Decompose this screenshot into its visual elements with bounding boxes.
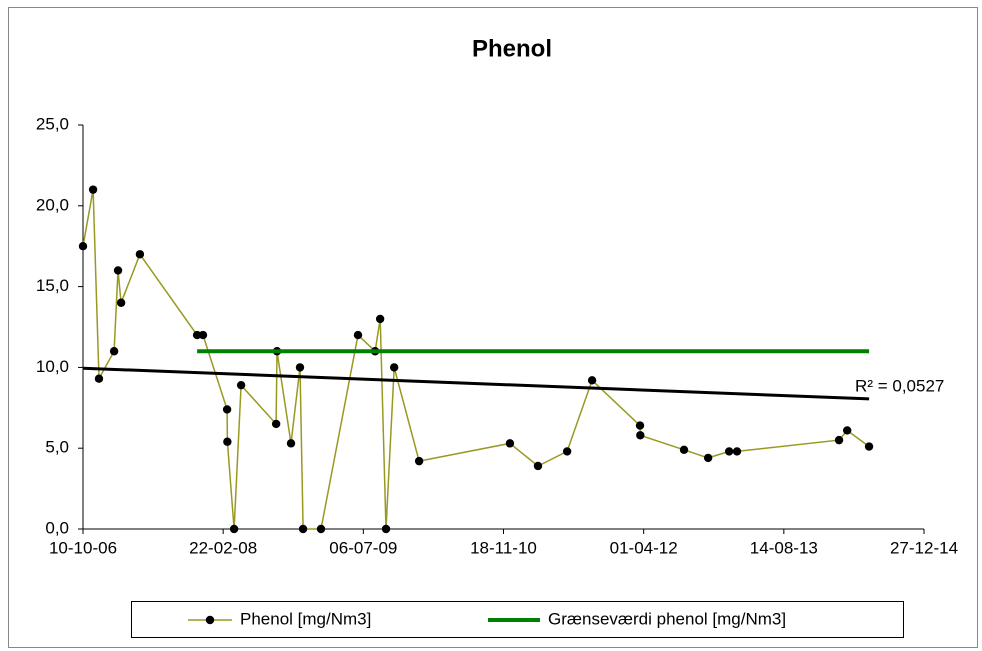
data-point [505,439,515,448]
y-tick-label: 0,0 [45,518,69,537]
data-point [116,298,126,307]
data-point [414,456,424,466]
data-point [222,405,232,414]
legend-label: Phenol [mg/Nm3] [240,609,371,628]
data-point [724,447,734,456]
data-point [229,524,239,534]
data-point [587,376,597,385]
data-point [298,524,308,534]
y-tick-label: 20,0 [36,195,69,214]
x-tick-label: 06-07-09 [329,538,397,557]
data-point [732,447,742,456]
x-tick-label: 22-02-08 [189,538,257,557]
y-tick-label: 10,0 [36,357,69,376]
x-tick-label: 18-11-10 [470,538,537,557]
data-point [375,314,385,324]
data-point [635,421,645,430]
x-tick-label: 27-12-14 [890,538,958,557]
data-point [834,435,844,445]
chart-frame [8,7,978,648]
data-point [316,524,326,534]
legend-label: Grænseværdi phenol [mg/Nm3] [548,609,786,628]
data-point [533,461,543,471]
data-point [88,185,98,194]
x-tick-label: 01-04-12 [610,538,678,557]
y-tick-label: 5,0 [45,438,69,457]
data-point [109,347,119,356]
data-point [381,524,391,534]
series-line [82,189,870,530]
data-point [842,426,852,435]
data-point [223,437,232,446]
data-point [703,453,713,463]
data-point [113,266,123,275]
data-point [78,242,88,251]
trendline [82,366,870,401]
data-point [236,380,246,390]
data-point [679,445,689,455]
data-point [864,442,874,451]
data-point [286,439,296,448]
data-point [636,431,645,440]
data-point [562,447,572,456]
y-tick-label: 25,0 [36,114,69,133]
data-point [353,330,363,340]
x-tick-label: 10-10-06 [49,538,117,557]
data-point [198,330,208,340]
data-point [94,374,104,383]
data-point [271,419,281,429]
x-tick-label: 14-08-13 [750,538,818,557]
data-point [135,250,145,259]
data-point [192,330,202,340]
data-point [389,363,399,372]
legend-marker [205,615,215,625]
y-tick-label: 15,0 [36,276,69,295]
chart-title: Phenol [472,35,552,62]
data-point [295,363,305,372]
trendline-label: R² = 0,0527 [855,376,944,395]
